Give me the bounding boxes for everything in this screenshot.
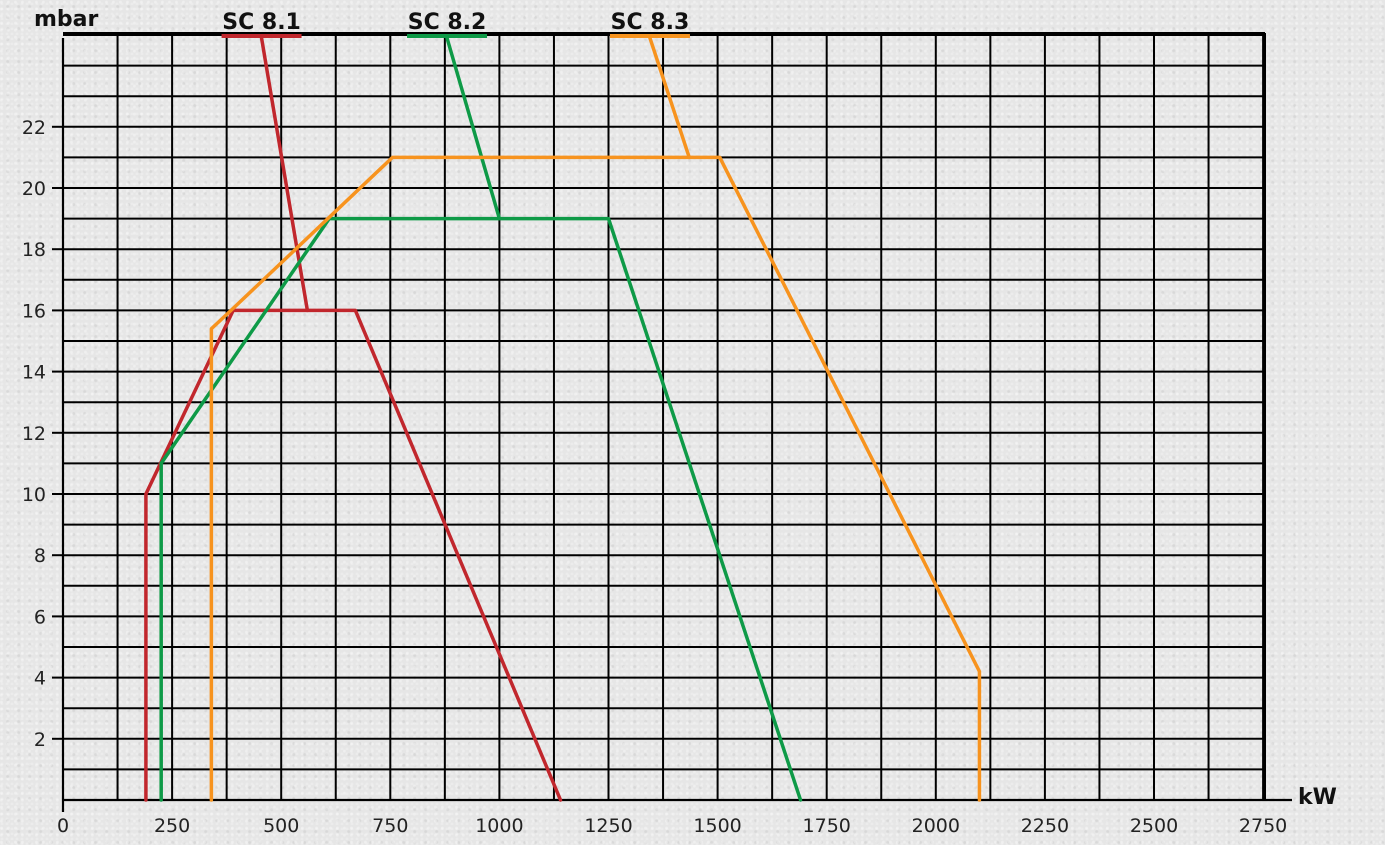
x-tick-label: 750 (372, 815, 408, 837)
legend-label-1: SC 8.1 (222, 10, 301, 35)
series-leader-line-3 (648, 36, 691, 160)
x-tick-label: 1000 (475, 815, 523, 837)
x-tick-label: 2250 (1021, 815, 1069, 837)
y-tick-label: 12 (22, 423, 46, 445)
series-line-2 (159, 216, 803, 802)
x-tick-label: 0 (57, 815, 69, 837)
x-tick-label: 1250 (584, 815, 632, 837)
series-leader-line-1 (259, 36, 310, 313)
x-tick-label: 2500 (1130, 815, 1178, 837)
y-tick-label: 16 (22, 300, 46, 322)
y-tick-label: 22 (22, 117, 46, 139)
chart-series (144, 36, 982, 802)
chart-labels: mbar kW 2 4 6 8 10 12 14 16 18 20 22 0 250 500 750 1000… (22, 7, 1337, 837)
chart-grid (63, 32, 1266, 800)
x-tick-label: 2750 (1239, 815, 1287, 837)
y-tick-label: 8 (34, 545, 46, 567)
series-line-3 (209, 155, 982, 802)
legend-label-2: SC 8.2 (408, 10, 487, 35)
x-tick-label: 500 (263, 815, 299, 837)
y-tick-label: 4 (34, 668, 46, 690)
x-axis-label: kW (1298, 785, 1337, 810)
y-tick-label: 20 (22, 178, 46, 200)
x-tick-label: 1750 (803, 815, 851, 837)
y-tick-label: 10 (22, 484, 46, 506)
x-tick-label: 2000 (912, 815, 960, 837)
y-tick-label: 14 (22, 362, 46, 384)
y-tick-label: 18 (22, 239, 46, 261)
x-tick-label: 1500 (693, 815, 741, 837)
x-tick-label: 250 (154, 815, 190, 837)
legend-label-3: SC 8.3 (611, 10, 690, 35)
series-leader-line-2 (445, 36, 502, 221)
y-tick-label: 2 (34, 729, 46, 751)
y-axis-label: mbar (34, 7, 99, 32)
y-tick-label: 6 (34, 606, 46, 628)
chart-axes (52, 38, 1292, 812)
